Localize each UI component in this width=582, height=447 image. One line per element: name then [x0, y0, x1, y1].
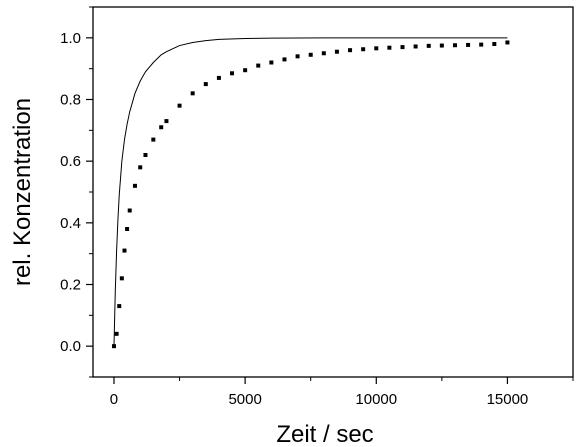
data-point	[452, 43, 457, 48]
data-point	[164, 119, 169, 124]
data-point	[122, 248, 127, 253]
y-tick-label: 0.4	[60, 215, 81, 232]
data-point	[479, 42, 484, 47]
data-point	[505, 40, 510, 45]
data-point	[125, 227, 130, 231]
data-point	[177, 103, 182, 108]
data-point	[151, 137, 156, 142]
x-tick-label: 10000	[355, 391, 397, 408]
data-point	[159, 125, 164, 130]
data-point	[348, 48, 353, 53]
data-point	[439, 43, 444, 48]
tick-labels: 0 5000 10000 15000 0.0 0.2 0.4 0.6 0.8 1.0	[60, 30, 528, 408]
data-point	[119, 276, 124, 281]
data-point	[295, 54, 300, 59]
data-point	[127, 208, 132, 213]
data-point	[190, 91, 195, 96]
x-tick-label: 0	[110, 391, 118, 408]
y-tick-label: 1.0	[60, 30, 81, 47]
y-tick-label: 0.8	[60, 92, 81, 109]
data-point	[138, 165, 143, 170]
x-tick-label: 5000	[228, 391, 261, 408]
data-point	[203, 82, 208, 87]
y-axis-title: rel. Konzentration	[9, 98, 36, 286]
data-point	[361, 47, 366, 52]
data-point	[492, 42, 497, 46]
model-curve	[113, 37, 508, 347]
y-tick-label: 0.6	[60, 153, 81, 170]
y-tick-label: 0.2	[60, 277, 81, 294]
data-point	[387, 45, 392, 50]
data-point	[321, 51, 326, 56]
y-tick-label: 0.0	[60, 338, 81, 355]
data-point	[230, 71, 235, 76]
data-marks	[111, 37, 510, 349]
data-point	[143, 153, 148, 157]
ticks	[86, 6, 574, 384]
data-point	[308, 52, 313, 57]
data-point	[374, 46, 379, 51]
data-point	[282, 57, 287, 62]
data-point	[426, 43, 431, 48]
plot-frame	[92, 6, 574, 378]
data-point	[400, 45, 405, 50]
data-point	[269, 60, 274, 65]
data-point	[334, 49, 339, 54]
data-point	[256, 63, 261, 68]
x-axis-title: Zeit / sec	[276, 421, 373, 447]
data-point	[114, 331, 119, 336]
data-point	[243, 68, 248, 73]
x-tick-label: 15000	[487, 391, 529, 408]
data-point	[216, 75, 221, 80]
data-point	[466, 42, 471, 47]
data-point	[132, 183, 137, 188]
data-point	[117, 304, 122, 309]
data-point	[413, 44, 418, 49]
